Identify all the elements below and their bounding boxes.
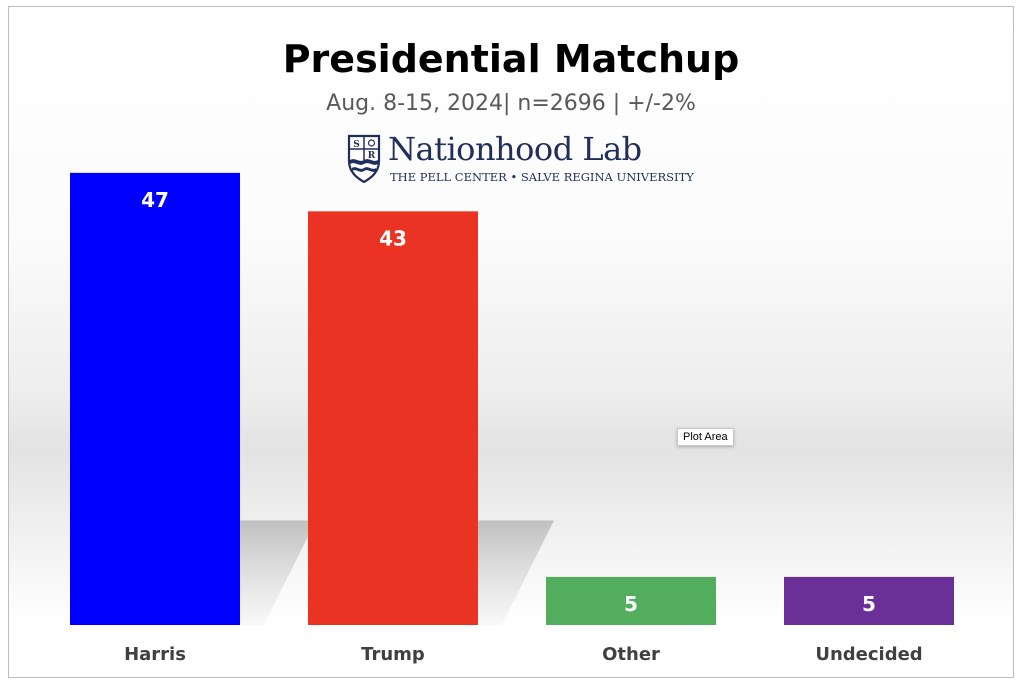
category-label-harris: Harris [124, 644, 186, 665]
logo-name: Nationhood Lab [388, 130, 642, 168]
bar-trump[interactable] [308, 211, 478, 625]
plot-area-tooltip: Plot Area [677, 428, 734, 446]
chart-title: Presidential Matchup [282, 37, 740, 81]
nationhood-lab-logo: S R Nationhood Lab THE PELL CENTER • SAL… [347, 130, 694, 188]
logo-tagline: THE PELL CENTER • SALVE REGINA UNIVERSIT… [390, 170, 694, 184]
bar-shadow-harris [240, 520, 316, 625]
plot-area[interactable]: 47 43 5 5 Harris Trump Other Undecided [9, 7, 1014, 678]
chart-subtitle: Aug. 8-15, 2024| n=2696 | +/-2% [326, 91, 696, 116]
category-label-other: Other [602, 644, 660, 665]
data-label-undecided: 5 [862, 592, 876, 616]
category-label-undecided: Undecided [815, 644, 922, 665]
svg-text:R: R [368, 151, 376, 161]
svg-text:S: S [353, 140, 360, 150]
category-label-trump: Trump [361, 644, 425, 665]
bar-other[interactable] [546, 576, 716, 625]
bar-harris[interactable] [70, 172, 240, 626]
data-label-trump: 43 [379, 226, 407, 250]
data-label-harris: 47 [141, 188, 169, 212]
bar-shadow-trump [478, 520, 554, 625]
data-label-other: 5 [624, 592, 638, 616]
bar-undecided[interactable] [784, 576, 954, 625]
chart-frame: 47 43 5 5 Harris Trump Other Undecided Preside… [8, 6, 1014, 678]
shield-icon: S R [347, 134, 381, 183]
